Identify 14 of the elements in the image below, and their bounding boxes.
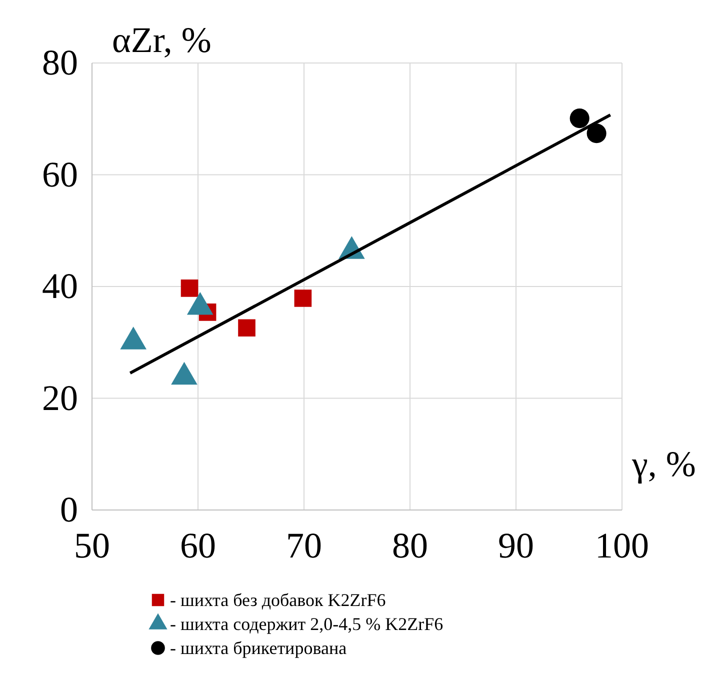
x-tick-label: 60 (180, 526, 216, 566)
x-tick-label: 90 (498, 526, 534, 566)
x-tick-label: 80 (392, 526, 428, 566)
y-tick-label: 20 (42, 378, 78, 418)
y-axis-title: αZr, % (112, 20, 212, 60)
y-tick-label: 40 (42, 266, 78, 306)
y-tick-label: 80 (42, 42, 78, 83)
x-tick-label: 100 (595, 526, 649, 566)
x-axis-title: γ, % (631, 444, 696, 484)
legend-label: - шихта без добавок K2ZrF6 (170, 590, 386, 610)
y-tick-label: 60 (42, 154, 78, 194)
legend-label: - шихта содержит 2,0-4,5 % K2ZrF6 (170, 614, 444, 634)
legend-label: - шихта брикетирована (170, 638, 347, 658)
x-tick-label: 70 (286, 526, 322, 566)
